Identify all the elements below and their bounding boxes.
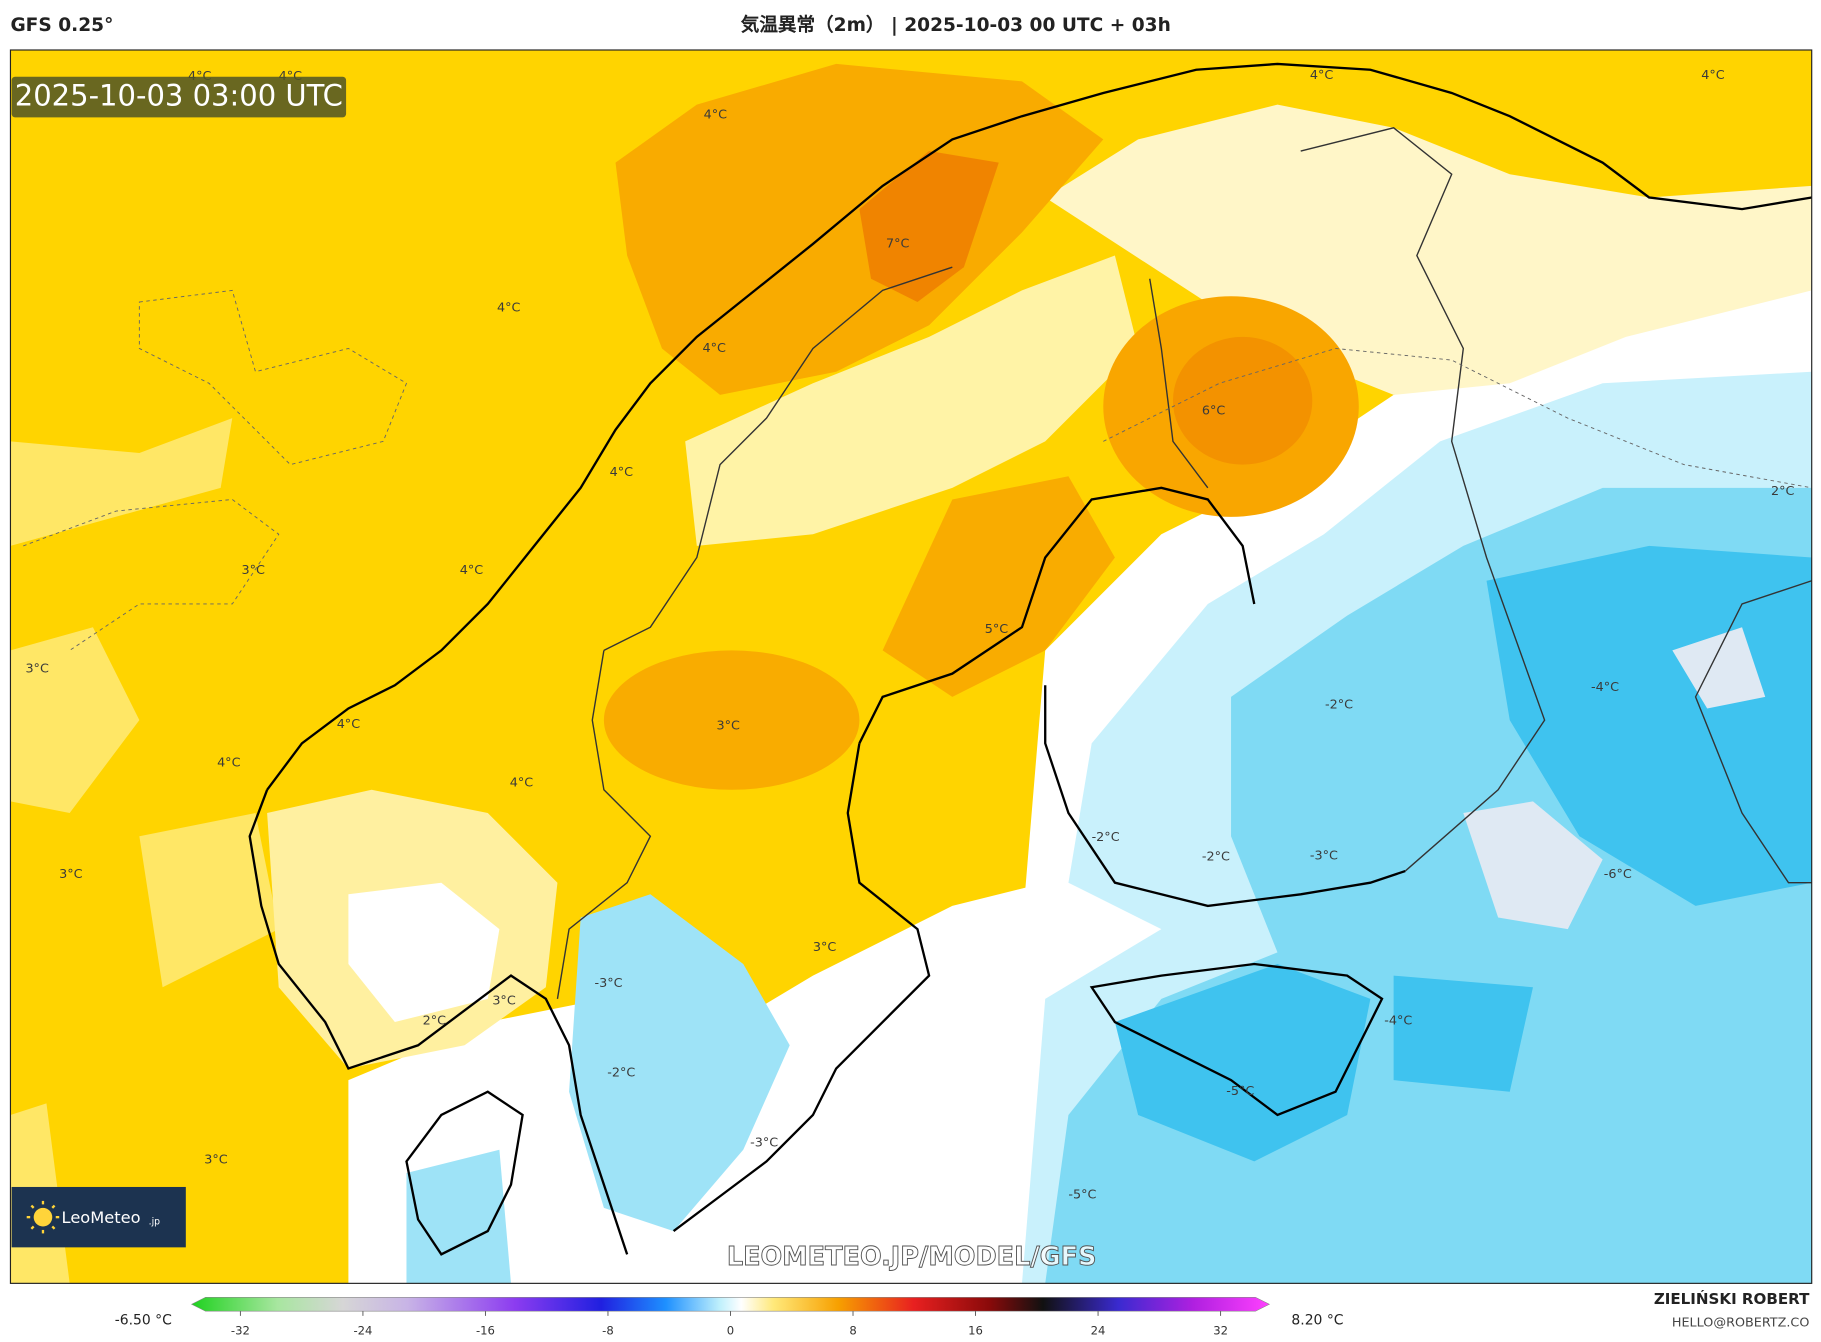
logo-sun — [33, 1207, 53, 1227]
contour-label: 4°C — [337, 717, 361, 732]
field-grey-patch — [1463, 627, 1766, 930]
map-area: 4°C 4°C 4°C 7°C 4°C 4°C 4°C 6°C 3°C 4°C 5°C 3°C 3°C 4… — [10, 49, 1812, 1284]
contour-label: 5°C — [985, 622, 1009, 637]
colorbar-tick-label: 24 — [1091, 1323, 1106, 1337]
contour-label: 4°C — [1310, 68, 1334, 83]
contour-label: 4°C — [703, 341, 727, 356]
contour-label: 4°C — [704, 108, 728, 123]
contour-label: 7°C — [886, 236, 910, 251]
map-title: 気温異常（2m） | 2025-10-03 00 UTC + 03h — [741, 14, 1171, 36]
colorbar-tick-label: 0 — [727, 1323, 734, 1337]
contour-label: -2°C — [1325, 698, 1353, 713]
contour-label: -2°C — [1092, 830, 1120, 845]
field-orange-dark — [859, 151, 999, 303]
contour — [23, 498, 280, 651]
contour-label: -3°C — [595, 976, 623, 991]
colorbar — [190, 1297, 1271, 1312]
contour-label: -6°C — [1604, 867, 1632, 882]
model-label: GFS 0.25° — [10, 15, 113, 36]
field-ne-white — [1045, 104, 1812, 395]
watermark: LEOMETEO.JP/MODEL/GFS — [727, 1242, 1097, 1272]
logo-suffix: .jp — [149, 1216, 161, 1227]
map-frame — [9, 49, 1813, 1284]
contour-label: 3°C — [25, 662, 49, 677]
border — [556, 650, 652, 999]
contour-label: 3°C — [813, 940, 837, 955]
border — [1300, 127, 1546, 872]
contour-label: 2°C — [1771, 484, 1795, 499]
contour-label: 3°C — [716, 718, 740, 733]
field-orange-bothnia — [882, 476, 1115, 697]
coastline — [266, 62, 1812, 791]
contour-label: -3°C — [750, 1135, 778, 1150]
colorbar-tick-label: -32 — [231, 1323, 250, 1337]
colorbar-max: 8.20 °C — [1291, 1313, 1343, 1329]
contour-label: 4°C — [497, 300, 521, 315]
coastline — [248, 789, 629, 1255]
contour-label: -5°C — [1068, 1188, 1096, 1203]
field-orange-sweden — [603, 650, 860, 790]
contour-label: 3°C — [241, 563, 265, 578]
contour-label: 4°C — [1701, 68, 1725, 83]
coastline — [1089, 962, 1384, 1117]
contour-label: 4°C — [460, 563, 484, 578]
coastline — [1044, 685, 1406, 908]
contour-label: -3°C — [1310, 848, 1338, 863]
contour-label: -2°C — [607, 1066, 635, 1081]
colorbar-tick-label: -8 — [602, 1323, 614, 1337]
logo-text: LeoMeteo — [62, 1208, 141, 1227]
field-blue-east — [1114, 545, 1812, 1162]
contour-label: 3°C — [492, 994, 516, 1009]
timestamp: 2025-10-03 03:00 UTC — [15, 79, 343, 113]
credit-author: ZIELIŃSKI ROBERT — [1654, 1289, 1810, 1308]
contour-label: 6°C — [1202, 404, 1226, 419]
contour-label: -4°C — [1384, 1013, 1412, 1028]
colorbar-tick-label: -16 — [476, 1323, 495, 1337]
border — [603, 266, 953, 652]
contour-label: 3°C — [204, 1153, 228, 1168]
contour-label: -4°C — [1591, 680, 1619, 695]
contour-label: 4°C — [610, 465, 634, 480]
field-pale-west — [10, 418, 279, 1284]
contour-label: 3°C — [59, 867, 83, 882]
contour — [1103, 347, 1812, 489]
colorbar-tick-label: 8 — [849, 1323, 856, 1337]
contour-label: -5°C — [1226, 1084, 1254, 1099]
coastline — [672, 743, 931, 1233]
contour-label: 4°C — [510, 775, 534, 790]
border — [1694, 580, 1812, 884]
colorbar-tick-label: 32 — [1213, 1323, 1228, 1337]
field-white-norway-south — [348, 882, 500, 1023]
field-sweden-south-blue — [406, 894, 790, 1284]
field-orange-finland-core — [1172, 336, 1313, 465]
contour-label: 4°C — [217, 756, 241, 771]
colorbar-tick-label: -24 — [353, 1323, 372, 1337]
timestamp-box — [11, 76, 347, 118]
credit-email: HELLO@ROBERTZ.CO — [1672, 1315, 1810, 1330]
contour-label: 2°C — [423, 1013, 447, 1028]
field-orange-coast — [615, 63, 1104, 395]
colorbar-tick-label: 16 — [968, 1323, 983, 1337]
field-pale-sweden — [685, 255, 1139, 546]
colorbar-min: -6.50 °C — [115, 1313, 172, 1329]
contour-label: -2°C — [1202, 850, 1230, 865]
coastline — [405, 1090, 524, 1256]
coastline — [858, 486, 1256, 744]
logo-rays — [26, 1200, 60, 1234]
border — [1149, 278, 1209, 489]
